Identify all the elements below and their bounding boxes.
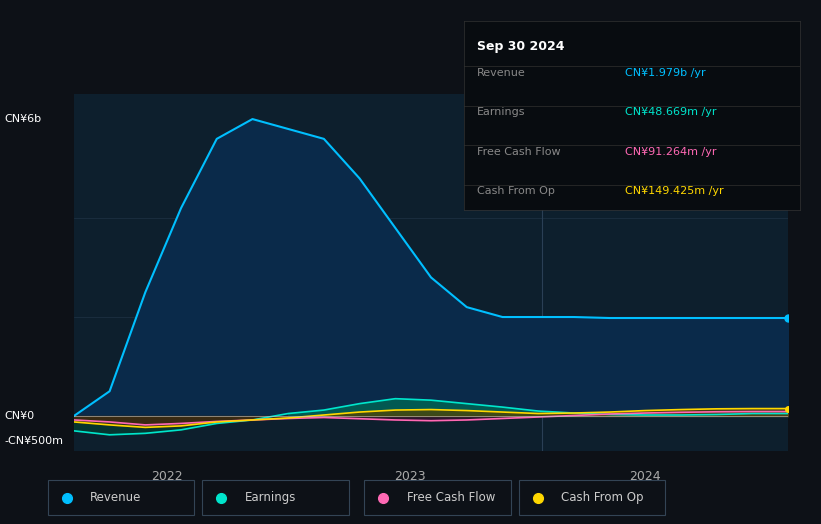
- Text: CN¥91.264m /yr: CN¥91.264m /yr: [626, 147, 717, 157]
- Text: 2023: 2023: [394, 471, 425, 483]
- Text: Sep 30 2024: Sep 30 2024: [477, 40, 565, 53]
- Text: Earnings: Earnings: [245, 492, 296, 504]
- Text: Revenue: Revenue: [477, 68, 526, 78]
- Text: CN¥149.425m /yr: CN¥149.425m /yr: [626, 185, 724, 196]
- Text: 2022: 2022: [151, 471, 182, 483]
- Text: Cash From Op: Cash From Op: [477, 185, 555, 196]
- Text: 2024: 2024: [630, 471, 661, 483]
- Text: CN¥1.979b /yr: CN¥1.979b /yr: [626, 68, 706, 78]
- Text: CN¥0: CN¥0: [4, 411, 34, 421]
- Text: Earnings: Earnings: [477, 107, 525, 117]
- Text: Revenue: Revenue: [90, 492, 141, 504]
- Text: CN¥6b: CN¥6b: [4, 114, 41, 124]
- Text: CN¥48.669m /yr: CN¥48.669m /yr: [626, 107, 717, 117]
- Text: -CN¥500m: -CN¥500m: [4, 436, 63, 446]
- Text: Past: Past: [751, 105, 777, 118]
- Text: Cash From Op: Cash From Op: [561, 492, 644, 504]
- Text: Free Cash Flow: Free Cash Flow: [477, 147, 561, 157]
- Text: Free Cash Flow: Free Cash Flow: [406, 492, 495, 504]
